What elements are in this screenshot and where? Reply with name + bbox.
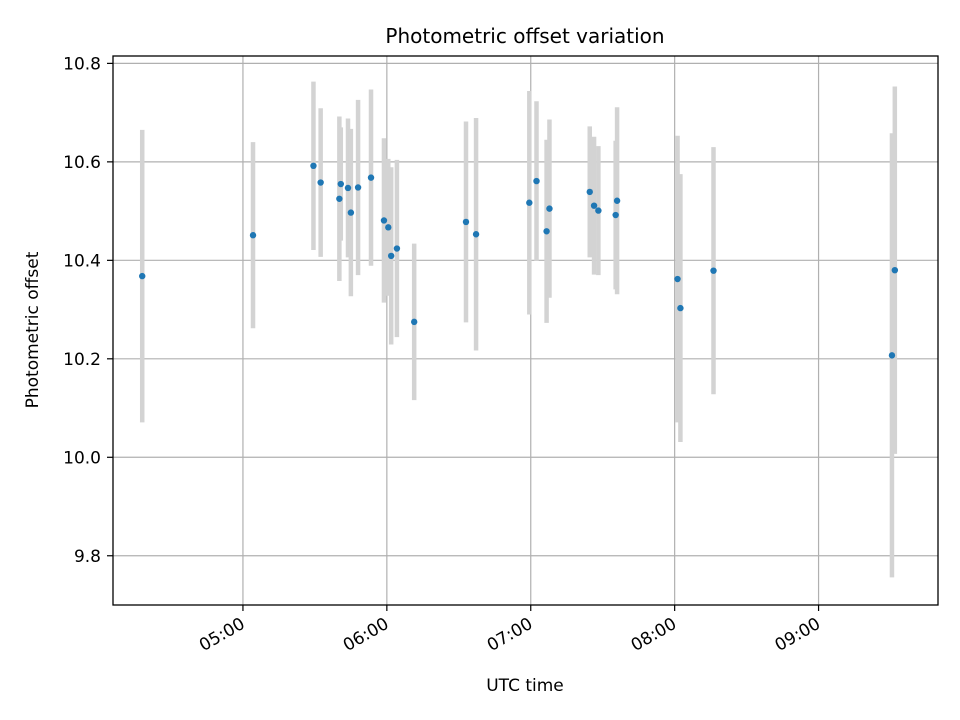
data-point [612, 211, 619, 219]
data-point [249, 232, 257, 239]
chart-title: Photometric offset variation [385, 24, 664, 48]
axis-ticks: 05:00 06:00 07:00 08:00 09:00 9.8 10.0 10.2 10.4… [63, 54, 824, 655]
data-point [677, 304, 684, 312]
y-tick-label: 10.0 [63, 448, 101, 468]
y-tick-label: 10.2 [63, 350, 101, 370]
data-point [317, 179, 324, 186]
data-point [354, 184, 362, 191]
data-point [891, 266, 899, 274]
data-point [387, 252, 395, 260]
y-tick-label: 10.4 [63, 251, 101, 271]
data-point [139, 272, 146, 280]
data-point [336, 195, 343, 202]
data-points [139, 162, 899, 359]
plot-frame [112, 55, 939, 606]
y-tick-label: 10.8 [63, 54, 101, 74]
x-tick-label: 07:00 [484, 614, 536, 656]
data-point [337, 180, 344, 188]
x-tick-label: 09:00 [772, 614, 824, 656]
data-point [586, 188, 593, 196]
data-point [595, 207, 602, 214]
data-point [526, 199, 533, 206]
x-tick-label: 08:00 [628, 614, 680, 656]
data-point [613, 197, 621, 204]
x-axis-label: UTC time [486, 676, 564, 696]
y-tick-label: 10.6 [63, 153, 101, 173]
data-point [385, 224, 392, 231]
y-tick-label: 9.8 [74, 547, 101, 567]
data-point [410, 318, 418, 326]
data-point [462, 218, 470, 226]
data-point [590, 202, 598, 209]
data-point [344, 184, 352, 192]
data-point [347, 209, 355, 216]
data-point [310, 162, 317, 169]
error-bars [139, 81, 898, 578]
data-point [472, 231, 480, 238]
data-point [674, 275, 681, 283]
data-point [533, 177, 540, 185]
data-point [367, 174, 375, 181]
data-point [543, 228, 550, 235]
x-tick-label: 05:00 [196, 614, 248, 656]
data-point [710, 267, 717, 274]
y-axis-label: Photometric offset [23, 251, 43, 408]
grid [113, 56, 938, 605]
x-tick-label: 06:00 [340, 614, 392, 656]
data-point [546, 205, 553, 212]
data-point [393, 245, 401, 252]
data-point [888, 352, 896, 359]
data-point [380, 217, 388, 224]
